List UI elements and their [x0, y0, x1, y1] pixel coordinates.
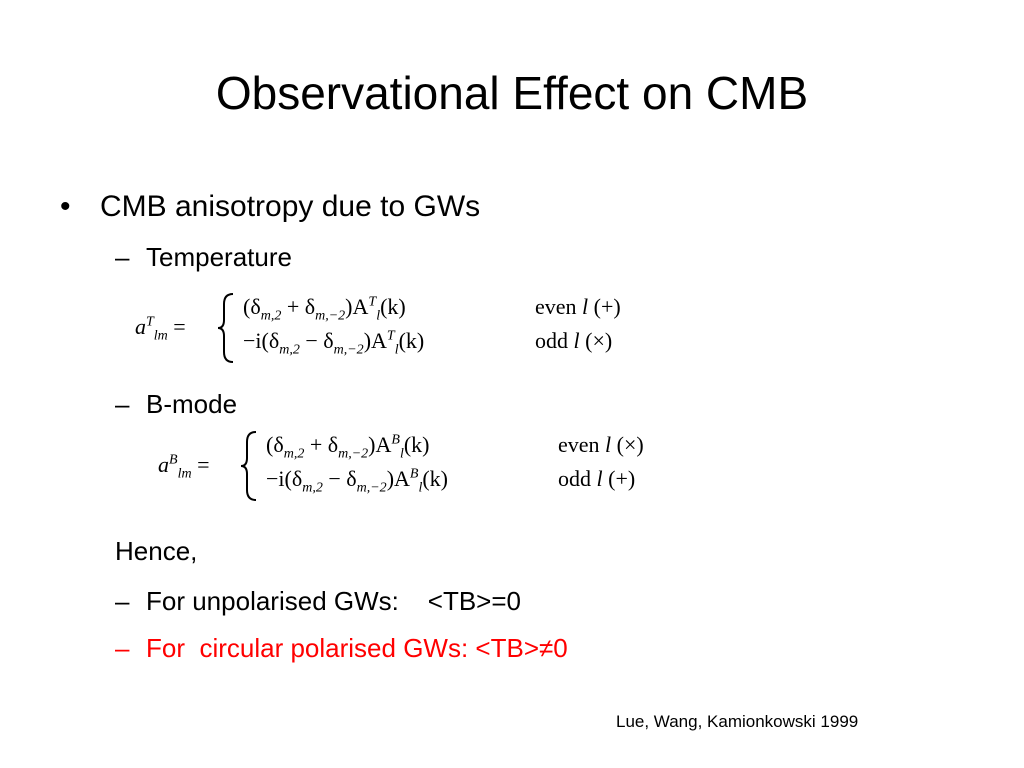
math-text: (+): [588, 294, 621, 319]
math-text: (k): [380, 294, 406, 319]
bullet-marker: •: [60, 190, 71, 223]
subscript: lm: [177, 466, 192, 482]
math-text: (×): [579, 328, 613, 353]
case-condition: even l (×): [558, 432, 644, 458]
subscript: l: [399, 446, 404, 462]
brace: [217, 293, 234, 363]
case-condition: odd l (×): [535, 328, 612, 354]
subscript: m,−2: [356, 480, 387, 496]
math-text: =: [167, 314, 186, 339]
subscript: m,−2: [338, 446, 369, 462]
subscript: l: [418, 480, 423, 496]
superscript: T: [146, 314, 154, 330]
bullet-text: CMB anisotropy due to GWs: [100, 190, 481, 223]
case-expression: (δm,2 + δm,−2)ATl(k): [243, 294, 406, 324]
superscript: B: [169, 452, 178, 468]
sub-text: For circular polarised GWs: <TB>≠0: [146, 633, 568, 663]
math-text: l: [573, 328, 580, 353]
citation: Lue, Wang, Kamionkowski 1999: [616, 712, 859, 731]
math-text: l: [582, 294, 589, 319]
math-text: (k): [403, 432, 430, 457]
math-text: a: [135, 314, 146, 339]
math-text: + δ: [304, 432, 339, 457]
math-text: odd: [535, 328, 574, 353]
sub-text: B-mode: [146, 389, 238, 419]
brace: [240, 431, 257, 501]
subscript: m,−2: [333, 342, 364, 358]
subscript: m,2: [260, 308, 282, 324]
math-text: l: [605, 432, 612, 457]
math-text: + δ: [281, 294, 316, 319]
math-text: )A: [386, 466, 410, 491]
math-text: )A: [368, 432, 392, 457]
math-text: (δ: [266, 432, 284, 457]
math-text: (k): [422, 466, 449, 491]
equation-lhs: aBlm =: [158, 452, 209, 482]
equation-lhs: aTlm =: [135, 314, 186, 344]
math-text: l: [596, 466, 603, 491]
subscript: lm: [153, 328, 168, 344]
sub-marker: –: [115, 389, 130, 419]
math-text: − δ: [322, 466, 357, 491]
sub-marker: –: [115, 586, 130, 616]
math-text: (δ: [243, 294, 261, 319]
math-text: )A: [363, 328, 387, 353]
math-text: a: [158, 452, 169, 477]
math-text: even: [558, 432, 606, 457]
case-condition: odd l (+): [558, 466, 635, 492]
subscript: m,2: [279, 342, 300, 358]
math-text: =: [191, 452, 210, 477]
math-text: odd: [558, 466, 597, 491]
math-text: −i(δ: [266, 466, 303, 491]
case-expression: −i(δm,2 − δm,−2)ABl(k): [266, 466, 448, 496]
math-text: −i(δ: [243, 328, 280, 353]
sub-text: Temperature: [146, 242, 292, 272]
brace-path: [240, 431, 257, 501]
sub-text: For unpolarised GWs: <TB>=0: [146, 586, 521, 616]
math-text: )A: [345, 294, 369, 319]
math-text: even: [535, 294, 583, 319]
subscript: m,2: [283, 446, 305, 462]
math-text: (×): [611, 432, 644, 457]
case-condition: even l (+): [535, 294, 621, 320]
slide-title: Observational Effect on CMB: [215, 67, 809, 119]
equation: aTlm = (δm,2 + δm,−2)ATl(k) even l (+) −i(δ…: [135, 292, 675, 364]
case-expression: (δm,2 + δm,−2)ABl(k): [266, 432, 430, 462]
subscript: l: [376, 308, 381, 324]
subscript: m,2: [302, 480, 323, 496]
superscript: T: [386, 328, 395, 344]
subscript: m,−2: [315, 308, 346, 324]
math-text: − δ: [299, 328, 334, 353]
case-expression: −i(δm,2 − δm,−2)ATl(k): [243, 328, 424, 358]
superscript: B: [391, 432, 400, 448]
superscript: T: [368, 294, 377, 310]
text: Hence,: [115, 536, 198, 566]
subscript: l: [394, 342, 399, 358]
brace-path: [217, 293, 234, 363]
math-text: (k): [398, 328, 425, 353]
superscript: B: [409, 466, 419, 482]
math-text: (+): [602, 466, 636, 491]
sub-marker: –: [115, 633, 130, 663]
equation: aBlm = (δm,2 + δm,−2)ABl(k) even l (×) −i(δ…: [158, 430, 698, 502]
sub-marker: –: [115, 242, 130, 272]
